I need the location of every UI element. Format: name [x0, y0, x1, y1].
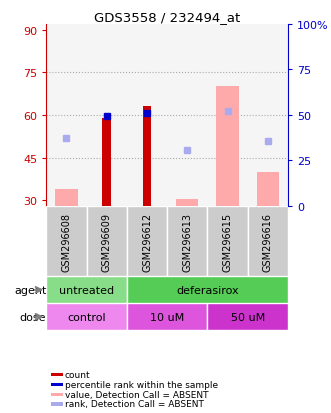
Text: percentile rank within the sample: percentile rank within the sample — [65, 380, 218, 389]
Bar — [248, 206, 288, 277]
Text: control: control — [67, 312, 106, 322]
Bar — [51, 373, 63, 376]
Bar — [102, 119, 111, 206]
Bar — [46, 206, 87, 277]
Bar — [216, 87, 239, 206]
Text: dose: dose — [20, 312, 46, 322]
Text: GSM296613: GSM296613 — [182, 212, 192, 271]
Bar — [46, 277, 127, 304]
Text: 10 uM: 10 uM — [150, 312, 184, 322]
Bar — [87, 206, 127, 277]
Text: GSM296608: GSM296608 — [62, 212, 71, 271]
Bar — [127, 304, 208, 330]
Text: GSM296615: GSM296615 — [222, 212, 233, 271]
Bar — [55, 190, 77, 206]
Bar — [51, 402, 63, 406]
Text: rank, Detection Call = ABSENT: rank, Detection Call = ABSENT — [65, 399, 204, 408]
Bar — [143, 107, 152, 206]
Bar — [127, 277, 288, 304]
Bar — [51, 393, 63, 396]
Text: agent: agent — [14, 285, 46, 295]
Text: count: count — [65, 370, 90, 379]
Text: untreated: untreated — [59, 285, 114, 295]
Bar — [127, 206, 167, 277]
Text: GSM296616: GSM296616 — [263, 212, 273, 271]
Bar — [51, 383, 63, 386]
Bar — [46, 304, 127, 330]
Bar — [257, 173, 279, 206]
Bar — [176, 199, 198, 206]
Bar — [208, 206, 248, 277]
Title: GDS3558 / 232494_at: GDS3558 / 232494_at — [94, 11, 240, 24]
Text: 50 uM: 50 uM — [231, 312, 265, 322]
Text: GSM296612: GSM296612 — [142, 212, 152, 271]
Text: value, Detection Call = ABSENT: value, Detection Call = ABSENT — [65, 390, 208, 399]
Text: deferasirox: deferasirox — [176, 285, 239, 295]
Text: GSM296609: GSM296609 — [102, 212, 112, 271]
Bar — [208, 304, 288, 330]
Bar — [167, 206, 208, 277]
